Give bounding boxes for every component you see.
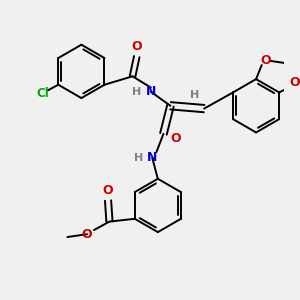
Text: N: N bbox=[147, 151, 158, 164]
Text: O: O bbox=[261, 54, 271, 68]
Text: H: H bbox=[132, 87, 141, 97]
Text: O: O bbox=[82, 228, 92, 241]
Text: O: O bbox=[171, 132, 182, 145]
Text: Cl: Cl bbox=[37, 87, 49, 100]
Text: O: O bbox=[131, 40, 142, 53]
Text: H: H bbox=[134, 153, 143, 163]
Text: N: N bbox=[146, 85, 156, 98]
Text: O: O bbox=[103, 184, 113, 197]
Text: O: O bbox=[289, 76, 300, 89]
Text: H: H bbox=[190, 90, 199, 100]
